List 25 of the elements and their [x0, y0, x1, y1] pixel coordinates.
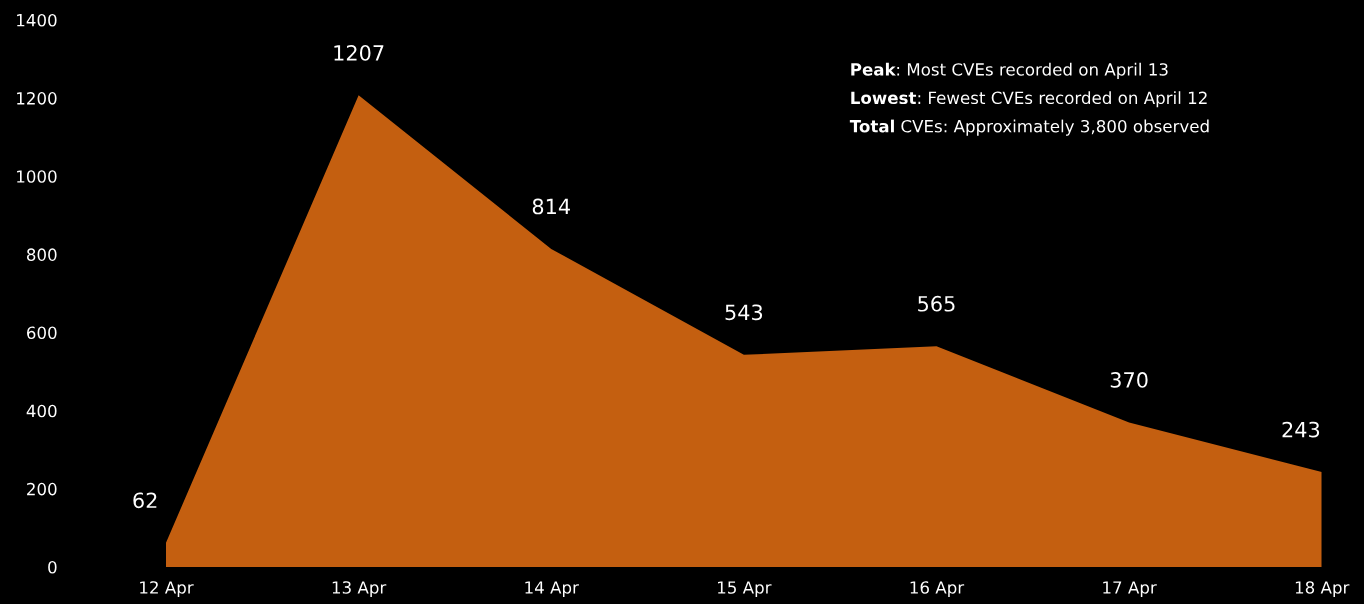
- data-label: 243: [1282, 421, 1320, 438]
- data-label: 565: [918, 295, 955, 312]
- y-tick-label: 800: [26, 248, 57, 261]
- data-label: 62: [133, 492, 157, 509]
- y-tick-label: 1400: [17, 13, 57, 27]
- y-tick-label: 0: [48, 560, 57, 574]
- data-label: 370: [1110, 372, 1148, 388]
- y-tick-label: 400: [26, 404, 57, 418]
- x-tick-label: 13 Apr: [332, 581, 387, 597]
- x-tick-label: 16 Apr: [910, 581, 965, 597]
- data-label: 1207: [334, 45, 384, 61]
- annotation: Lowest: Fewest CVEs recorded on April 12: [851, 91, 1207, 108]
- annotation: Total CVEs: Approximately 3,800 observed: [849, 119, 1209, 136]
- y-tick-label: 600: [27, 326, 57, 340]
- x-tick-label: 15 Apr: [718, 581, 772, 597]
- y-tick-label: 1200: [17, 92, 57, 105]
- data-label: 543: [725, 304, 763, 321]
- data-label: 814: [532, 198, 570, 215]
- annotation: Peak: Most CVEs recorded on April 13: [851, 62, 1168, 79]
- x-tick-label: 17 Apr: [1103, 581, 1157, 597]
- y-tick-label: 1000: [17, 170, 57, 183]
- y-tick-label: 200: [27, 482, 57, 496]
- x-tick-label: 14 Apr: [525, 581, 579, 597]
- x-tick-label: 18 Apr: [1295, 581, 1350, 597]
- x-tick-label: 12 Apr: [140, 581, 194, 597]
